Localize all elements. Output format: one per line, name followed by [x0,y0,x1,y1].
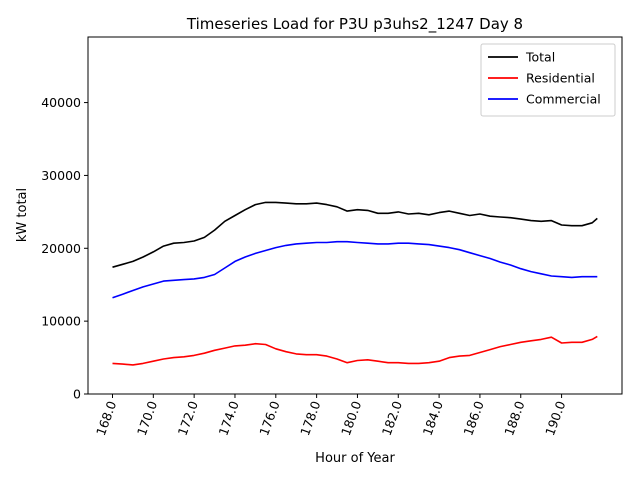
y-tick-label: 30000 [41,168,81,183]
chart-title: Timeseries Load for P3U p3uhs2_1247 Day … [186,15,523,34]
legend-items: Total Residential Commercial [488,50,601,107]
series-line-total [112,201,598,268]
series-line-commercial [112,240,598,299]
y-axis-ticks: 0 10000 20000 30000 40000 [41,95,88,402]
legend-box [480,43,616,117]
legend: Total Residential Commercial [480,43,616,117]
legend-label-commercial: Commercial [526,92,601,107]
y-tick-label: 20000 [41,241,81,256]
plot-frame [87,36,623,395]
y-axis-label: kW total [15,188,30,242]
y-tick-label: 40000 [41,95,81,110]
series-layer [112,201,598,366]
x-axis-label: Hour of Year [315,451,395,466]
y-tick-label: 10000 [41,314,81,329]
y-tick-label: 0 [73,387,81,402]
legend-label-residential: Residential [526,71,595,86]
series-line-residential [112,335,598,366]
legend-label-total: Total [525,50,555,65]
